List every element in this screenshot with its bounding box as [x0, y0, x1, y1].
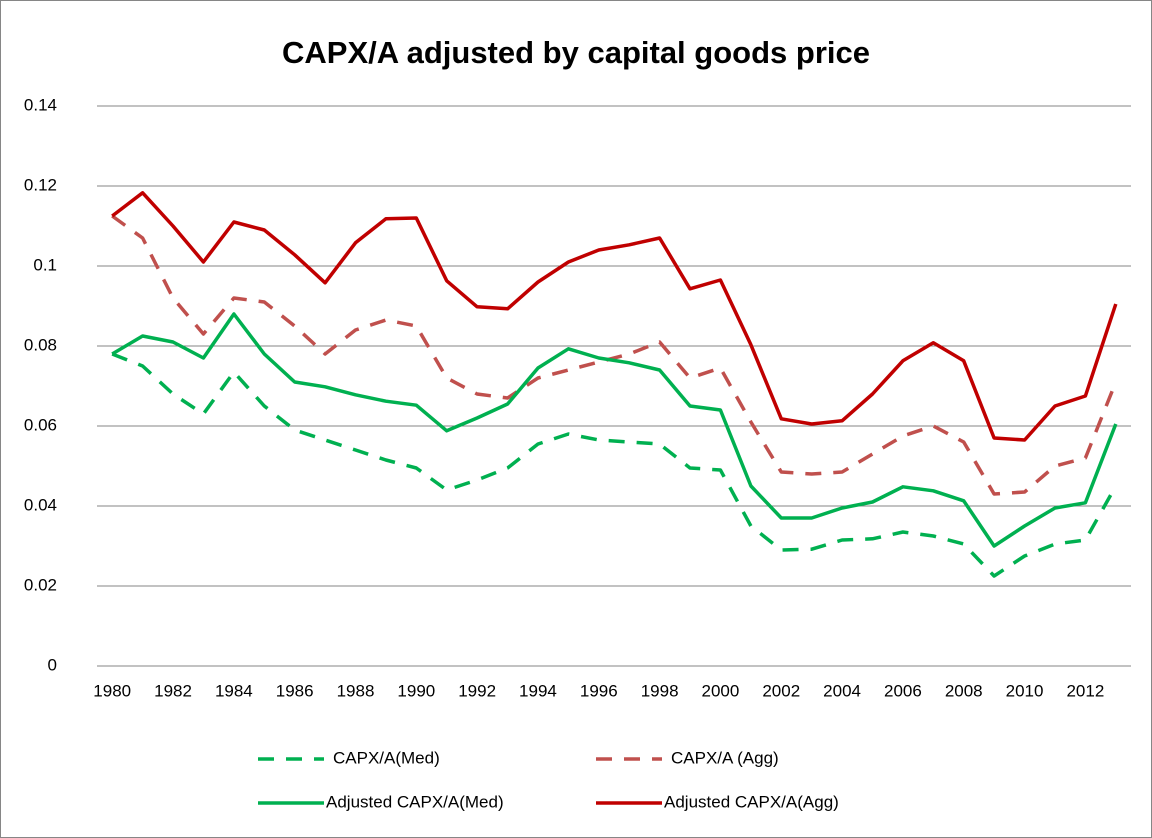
y-tick-label: 0.14 [24, 95, 57, 114]
y-tick-label: 0.04 [24, 495, 57, 514]
x-tick-label: 1980 [93, 681, 131, 700]
y-tick-label: 0.02 [24, 575, 57, 594]
x-tick-label: 2008 [945, 681, 983, 700]
x-tick-label: 1984 [215, 681, 253, 700]
x-tick-label: 2002 [762, 681, 800, 700]
x-tick-label: 2010 [1006, 681, 1044, 700]
x-tick-label: 2000 [702, 681, 740, 700]
x-tick-label: 1998 [641, 681, 679, 700]
y-tick-label: 0.08 [24, 335, 57, 354]
y-tick-label: 0.1 [33, 255, 57, 274]
legend-label: CAPX/A(Med) [333, 748, 440, 767]
x-tick-label: 1986 [276, 681, 314, 700]
x-tick-label: 2004 [823, 681, 861, 700]
x-tick-label: 1994 [519, 681, 557, 700]
x-tick-label: 1992 [458, 681, 496, 700]
x-tick-label: 1996 [580, 681, 618, 700]
series-line [111, 352, 1118, 578]
series-line [111, 312, 1118, 548]
legend-label: Adjusted CAPX/A(Med) [326, 792, 504, 811]
chart-title: CAPX/A adjusted by capital goods price [282, 35, 870, 70]
legend-label: CAPX/A (Agg) [671, 748, 779, 767]
y-tick-label: 0 [48, 655, 57, 674]
y-tick-label: 0.12 [24, 175, 57, 194]
x-tick-label: 1990 [397, 681, 435, 700]
legend-label: Adjusted CAPX/A(Agg) [664, 792, 839, 811]
y-tick-label: 0.06 [24, 415, 57, 434]
x-tick-label: 1982 [154, 681, 192, 700]
series-line [111, 214, 1118, 496]
series-line [111, 191, 1118, 442]
x-tick-label: 1988 [337, 681, 375, 700]
x-tick-label: 2012 [1066, 681, 1104, 700]
x-tick-label: 2006 [884, 681, 922, 700]
